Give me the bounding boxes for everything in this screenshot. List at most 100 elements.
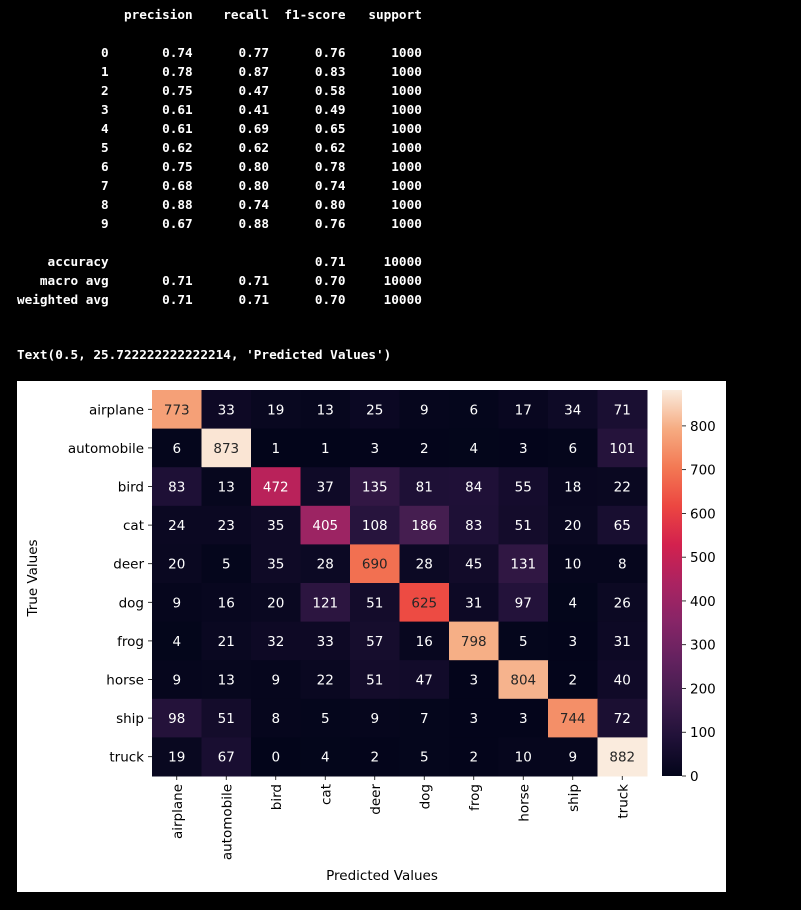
cell-value-label: 45 — [465, 557, 482, 573]
cell-value-label: 135 — [362, 480, 388, 496]
heatmap-cell — [350, 390, 400, 430]
x-tick-label: horse — [516, 784, 532, 822]
cell-value-label: 10 — [564, 557, 581, 573]
cell-value-label: 32 — [267, 634, 284, 650]
cell-value-label: 121 — [312, 595, 338, 611]
cell-value-label: 98 — [168, 711, 185, 727]
colorbar-tick-label: 700 — [690, 463, 716, 479]
heatmap-cell — [548, 737, 598, 777]
x-tick-labels: airplane automobile bird cat deer dog frog hors… — [170, 776, 631, 860]
heatmap-cell — [152, 698, 202, 738]
cell-value-label: 0 — [271, 750, 280, 766]
cell-value-label: 108 — [362, 518, 388, 534]
heatmap-cell — [350, 660, 400, 700]
cell-value-label: 22 — [614, 480, 631, 496]
cell-value-label: 17 — [515, 402, 532, 418]
cell-value-label: 625 — [411, 595, 437, 611]
cell-value-label: 5 — [321, 711, 330, 727]
heatmap-cell — [152, 390, 202, 430]
heatmap-cell — [201, 505, 252, 545]
y-tick-label: dog — [119, 595, 144, 611]
heatmap-cell — [498, 390, 549, 430]
cell-value-label: 23 — [218, 518, 235, 534]
heatmap-cell — [201, 467, 252, 507]
cell-value-label: 1 — [321, 441, 330, 457]
x-tick-label: automobile — [219, 784, 235, 860]
y-tick-label: automobile — [68, 441, 144, 457]
cell-value-label: 22 — [317, 673, 334, 689]
cell-value-label: 37 — [317, 480, 334, 496]
heatmap-cell — [251, 467, 301, 507]
colorbar-tick-label: 600 — [690, 506, 716, 522]
y-tick-label: truck — [109, 750, 144, 766]
cell-value-label: 9 — [271, 673, 280, 689]
heatmap-cell — [350, 621, 400, 661]
y-axis-label: True Values — [25, 539, 41, 617]
heatmap-cell — [597, 737, 648, 777]
colorbar — [662, 390, 682, 776]
heatmap-cell — [498, 660, 549, 700]
heatmap-cell — [449, 583, 499, 623]
cell-value-label: 873 — [213, 441, 239, 457]
cell-value-label: 690 — [362, 557, 388, 573]
heatmap-cell — [548, 698, 598, 738]
heatmap-cell — [449, 390, 499, 430]
y-tick-label: deer — [113, 557, 144, 573]
x-tick-label: dog — [417, 784, 433, 809]
heatmap-cell — [449, 737, 499, 777]
cell-value-label: 33 — [218, 402, 235, 418]
heatmap-cell — [350, 467, 400, 507]
heatmap-cell — [300, 737, 351, 777]
cell-value-label: 13 — [317, 402, 334, 418]
heatmap-cell — [498, 428, 549, 468]
cell-value-label: 67 — [218, 750, 235, 766]
cell-value-label: 21 — [218, 634, 235, 650]
heatmap-cell — [300, 390, 351, 430]
cell-value-label: 81 — [416, 480, 433, 496]
heatmap-cell — [548, 467, 598, 507]
heatmap-cell — [399, 390, 450, 430]
heatmap-cell — [152, 660, 202, 700]
y-tick-label: horse — [106, 673, 144, 689]
heatmap-cell — [251, 621, 301, 661]
cell-value-label: 882 — [609, 750, 635, 766]
cell-value-label: 3 — [469, 673, 478, 689]
heatmap-cell — [300, 583, 351, 623]
colorbar-ticks: 0 100 200 300 400 500 600 700 800 — [682, 419, 716, 785]
y-tick-label: ship — [116, 711, 144, 727]
cell-output-text: Text(0.5, 25.722222222222214, 'Predicted… — [17, 347, 392, 362]
heatmap-cell — [152, 621, 202, 661]
cell-value-label: 4 — [568, 595, 577, 611]
heatmap-cell — [399, 660, 450, 700]
heatmap-cell — [548, 505, 598, 545]
colorbar-tick-label: 100 — [690, 725, 716, 741]
heatmap-cell — [449, 467, 499, 507]
cell-value-label: 20 — [564, 518, 581, 534]
x-axis-label: Predicted Values — [326, 868, 438, 884]
cell-value-label: 31 — [465, 595, 482, 611]
cell-value-label: 3 — [568, 634, 577, 650]
heatmap-cell — [498, 698, 549, 738]
cell-value-label: 186 — [411, 518, 437, 534]
cell-value-label: 10 — [515, 750, 532, 766]
heatmap-cell — [300, 467, 351, 507]
cell-value-label: 28 — [416, 557, 433, 573]
x-tick-label: frog — [467, 784, 483, 811]
heatmap-cell — [350, 583, 400, 623]
heatmap-cell — [399, 583, 450, 623]
cell-value-label: 33 — [317, 634, 334, 650]
heatmap-cell — [548, 660, 598, 700]
heatmap-cell — [597, 428, 648, 468]
cell-value-label: 65 — [614, 518, 631, 534]
cell-value-label: 18 — [564, 480, 581, 496]
cell-value-label: 16 — [218, 595, 235, 611]
heatmap-cell — [201, 544, 252, 584]
heatmap-cell — [350, 428, 400, 468]
heatmap-cell — [251, 390, 301, 430]
heatmap-cell — [449, 698, 499, 738]
cell-value-label: 131 — [510, 557, 536, 573]
cell-value-label: 7 — [420, 711, 429, 727]
cell-value-label: 51 — [366, 595, 383, 611]
cell-value-label: 19 — [168, 750, 185, 766]
